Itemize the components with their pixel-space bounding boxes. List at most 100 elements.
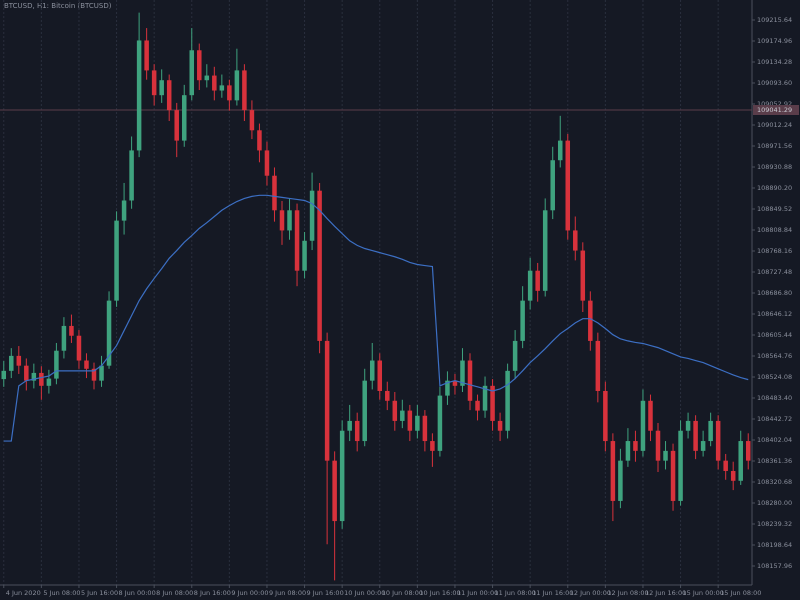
y-tick-label: 108768.16 [757, 247, 792, 255]
candle-body [99, 365, 104, 381]
candle-body [738, 441, 743, 481]
candle-body [39, 372, 44, 386]
x-tick-label: 11 Jun 00:00 [457, 589, 498, 597]
candle-body [497, 420, 503, 431]
candle-body [9, 355, 14, 371]
x-tick-label: 5 Jun 08:00 [43, 589, 80, 597]
candle-body [685, 420, 691, 431]
x-tick-label: 12 Jun 16:00 [645, 589, 686, 597]
candle-body [407, 410, 413, 431]
candle-body [272, 175, 277, 211]
candle-body [595, 340, 601, 391]
y-tick-label: 108320.68 [757, 478, 792, 486]
candle-body [437, 395, 443, 451]
candle-body [520, 300, 525, 341]
candle-body [392, 400, 398, 421]
candle-body [467, 360, 473, 401]
candle-body [347, 420, 352, 431]
y-tick-label: 109134.28 [757, 58, 792, 66]
candle-body [61, 325, 67, 351]
candle-body [377, 360, 383, 391]
candle-body [309, 190, 315, 241]
y-tick-label: 108524.08 [757, 373, 792, 381]
x-tick-label: 8 Jun 00:00 [119, 589, 156, 597]
candle-body [317, 190, 322, 341]
candle-body [91, 368, 97, 381]
candle-body [542, 210, 548, 291]
candle-body [339, 430, 345, 522]
candle-body [114, 220, 119, 301]
candle-body [625, 441, 631, 461]
candle-body [655, 430, 661, 461]
candle-body [422, 415, 428, 442]
candle-body [279, 210, 285, 231]
candle-body [69, 325, 74, 336]
candle-body [204, 75, 210, 81]
candle-body [452, 380, 458, 386]
candle-body [332, 460, 337, 522]
candle-body [415, 415, 420, 431]
y-tick-label: 109012.24 [757, 121, 792, 129]
candle-body [573, 230, 578, 251]
candle-body [670, 450, 676, 501]
candle-body [580, 250, 586, 301]
y-tick-label: 108442.72 [757, 415, 792, 423]
candle-body [385, 390, 390, 401]
y-tick-label: 108157.96 [757, 562, 792, 570]
y-tick-label: 109174.96 [757, 37, 792, 45]
y-tick-label: 108239.32 [757, 520, 792, 528]
candle-body [557, 140, 563, 161]
y-tick-label: 108971.56 [757, 142, 792, 150]
candle-body [151, 70, 157, 96]
y-tick-label: 108890.20 [757, 184, 792, 192]
candle-body [1, 370, 7, 380]
x-tick-label: 9 Jun 08:00 [269, 589, 306, 597]
candle-body [610, 441, 616, 501]
candle-body [745, 441, 751, 461]
candle-body [16, 355, 22, 366]
candle-body [430, 441, 435, 451]
y-tick-label: 108849.52 [757, 205, 792, 213]
candle-body [234, 70, 240, 101]
candle-body [294, 210, 300, 271]
candle-body [723, 460, 728, 471]
candle-body [588, 300, 593, 341]
candle-body [46, 378, 52, 386]
candle-body [212, 75, 217, 91]
x-tick-label: 10 Jun 16:00 [419, 589, 460, 597]
candle-body [354, 420, 360, 442]
candle-body [550, 160, 555, 211]
x-tick-label: 11 Jun 16:00 [532, 589, 573, 597]
candle-body [136, 40, 142, 151]
price-label-box [753, 105, 799, 116]
candle-body [715, 420, 721, 461]
y-tick-label: 108605.44 [757, 331, 792, 339]
candle-body [302, 240, 307, 271]
price-label: 109041.29 [757, 106, 792, 114]
x-tick-label: 9 Jun 00:00 [231, 589, 268, 597]
candle-body [445, 380, 450, 396]
candle-body [166, 80, 172, 111]
x-tick-label: 11 Jun 08:00 [495, 589, 536, 597]
x-tick-label: 10 Jun 08:00 [382, 589, 423, 597]
y-tick-label: 108727.48 [757, 268, 792, 276]
candle-body [663, 450, 668, 461]
candle-body [633, 441, 638, 451]
candle-body [219, 85, 225, 91]
candle-body [181, 95, 187, 141]
candle-body [678, 430, 683, 501]
x-tick-label: 15 Jun 00:00 [683, 589, 724, 597]
candle-body [174, 110, 179, 141]
candle-body [106, 300, 112, 366]
candle-body [369, 360, 375, 381]
candle-body [640, 400, 646, 451]
chart-title: BTCUSD, H1: Bitcoin (BTCUSD) [4, 2, 112, 10]
candle-body [475, 400, 480, 411]
candle-body [84, 360, 89, 369]
candle-body [24, 365, 29, 381]
candle-body [648, 400, 653, 431]
x-tick-label: 15 Jun 08:00 [720, 589, 761, 597]
